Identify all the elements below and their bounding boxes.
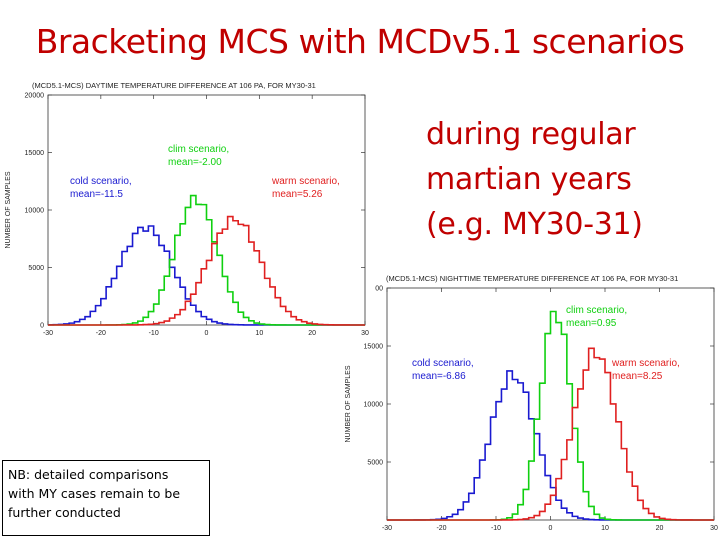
side-caption-line: martian years	[426, 162, 632, 197]
x-tick-label: 0	[549, 525, 553, 532]
series-annotation: clim scenario, mean=0.95	[566, 305, 627, 329]
x-tick-label: 0	[205, 330, 209, 337]
x-tick-label: -10	[149, 330, 159, 337]
series-annotation-line: clim scenario,	[168, 144, 229, 155]
x-tick-label: -20	[436, 525, 446, 532]
x-tick-label: 10	[255, 330, 263, 337]
y-axis-label: NUMBER OF SAMPLES	[345, 365, 352, 442]
chart-title: (MCD5.1-MCS) DAYTIME TEMPERATURE DIFFERE…	[32, 81, 316, 90]
series-annotation: cold scenario, mean=-6.86	[412, 358, 474, 382]
chart-title: (MCD5.1-MCS) NIGHTTIME TEMPERATURE DIFFE…	[386, 274, 678, 283]
histogram-series-line	[48, 225, 365, 326]
note-line: further conducted	[8, 505, 121, 520]
series-annotation-line: warm scenario,	[611, 358, 680, 369]
x-tick-label: 30	[361, 330, 369, 337]
y-tick-label: 00	[375, 286, 383, 293]
y-axis-label: NUMBER OF SAMPLES	[5, 171, 12, 248]
y-tick-label: 20000	[25, 93, 45, 100]
y-tick-label: 15000	[25, 150, 45, 157]
series-annotation: cold scenario, mean=-11.5	[70, 176, 132, 200]
side-caption-line: (e.g. MY30-31)	[426, 207, 643, 242]
slide-title: Bracketing MCS with MCDv5.1 scenarios	[35, 22, 685, 61]
x-tick-label: -10	[491, 525, 501, 532]
series-annotation: warm scenario, mean=8.25	[611, 358, 680, 382]
series-annotation-line: mean=-6.86	[412, 371, 466, 382]
y-tick-label: 10000	[25, 208, 45, 215]
x-tick-label: -20	[96, 330, 106, 337]
y-tick-label: 10000	[364, 402, 384, 409]
series-annotation-line: mean=8.25	[612, 371, 663, 382]
y-tick-label: 0	[40, 323, 44, 330]
side-caption: during regular martian years (e.g. MY30-…	[426, 112, 643, 247]
series-annotation-line: mean=5.26	[272, 189, 323, 200]
series-annotation-line: cold scenario,	[70, 176, 132, 187]
nighttime-histogram-chart: (MCD5.1-MCS) NIGHTTIME TEMPERATURE DIFFE…	[345, 274, 718, 532]
histogram-series-line	[387, 347, 714, 521]
note-line: NB: detailed comparisons	[8, 467, 169, 482]
x-tick-label: 20	[308, 330, 316, 337]
series-annotation-line: mean=0.95	[566, 318, 617, 329]
series-annotation-line: mean=-2.00	[168, 157, 222, 168]
histogram-series-line	[48, 215, 365, 326]
series-annotation-line: mean=-11.5	[70, 189, 123, 200]
histogram-series-line	[387, 310, 714, 521]
series-annotation: clim scenario, mean=-2.00	[168, 144, 229, 168]
note-box: NB: detailed comparisons with MY cases r…	[2, 460, 210, 536]
y-tick-label: 5000	[28, 265, 44, 272]
x-tick-label: -30	[382, 525, 392, 532]
x-tick-label: 30	[710, 525, 718, 532]
series-annotation-line: clim scenario,	[566, 305, 627, 316]
daytime-histogram-chart: (MCD5.1-MCS) DAYTIME TEMPERATURE DIFFERE…	[5, 81, 369, 337]
note-line: with MY cases remain to be	[8, 486, 181, 501]
x-tick-label: 20	[656, 525, 664, 532]
x-tick-label: 10	[601, 525, 609, 532]
side-caption-line: during regular	[426, 117, 636, 152]
series-annotation-line: warm scenario,	[271, 176, 340, 187]
y-tick-label: 5000	[367, 460, 383, 467]
y-tick-label: 15000	[364, 344, 384, 351]
series-annotation-line: cold scenario,	[412, 358, 474, 369]
x-tick-label: -30	[43, 330, 53, 337]
series-annotation: warm scenario, mean=5.26	[271, 176, 340, 200]
